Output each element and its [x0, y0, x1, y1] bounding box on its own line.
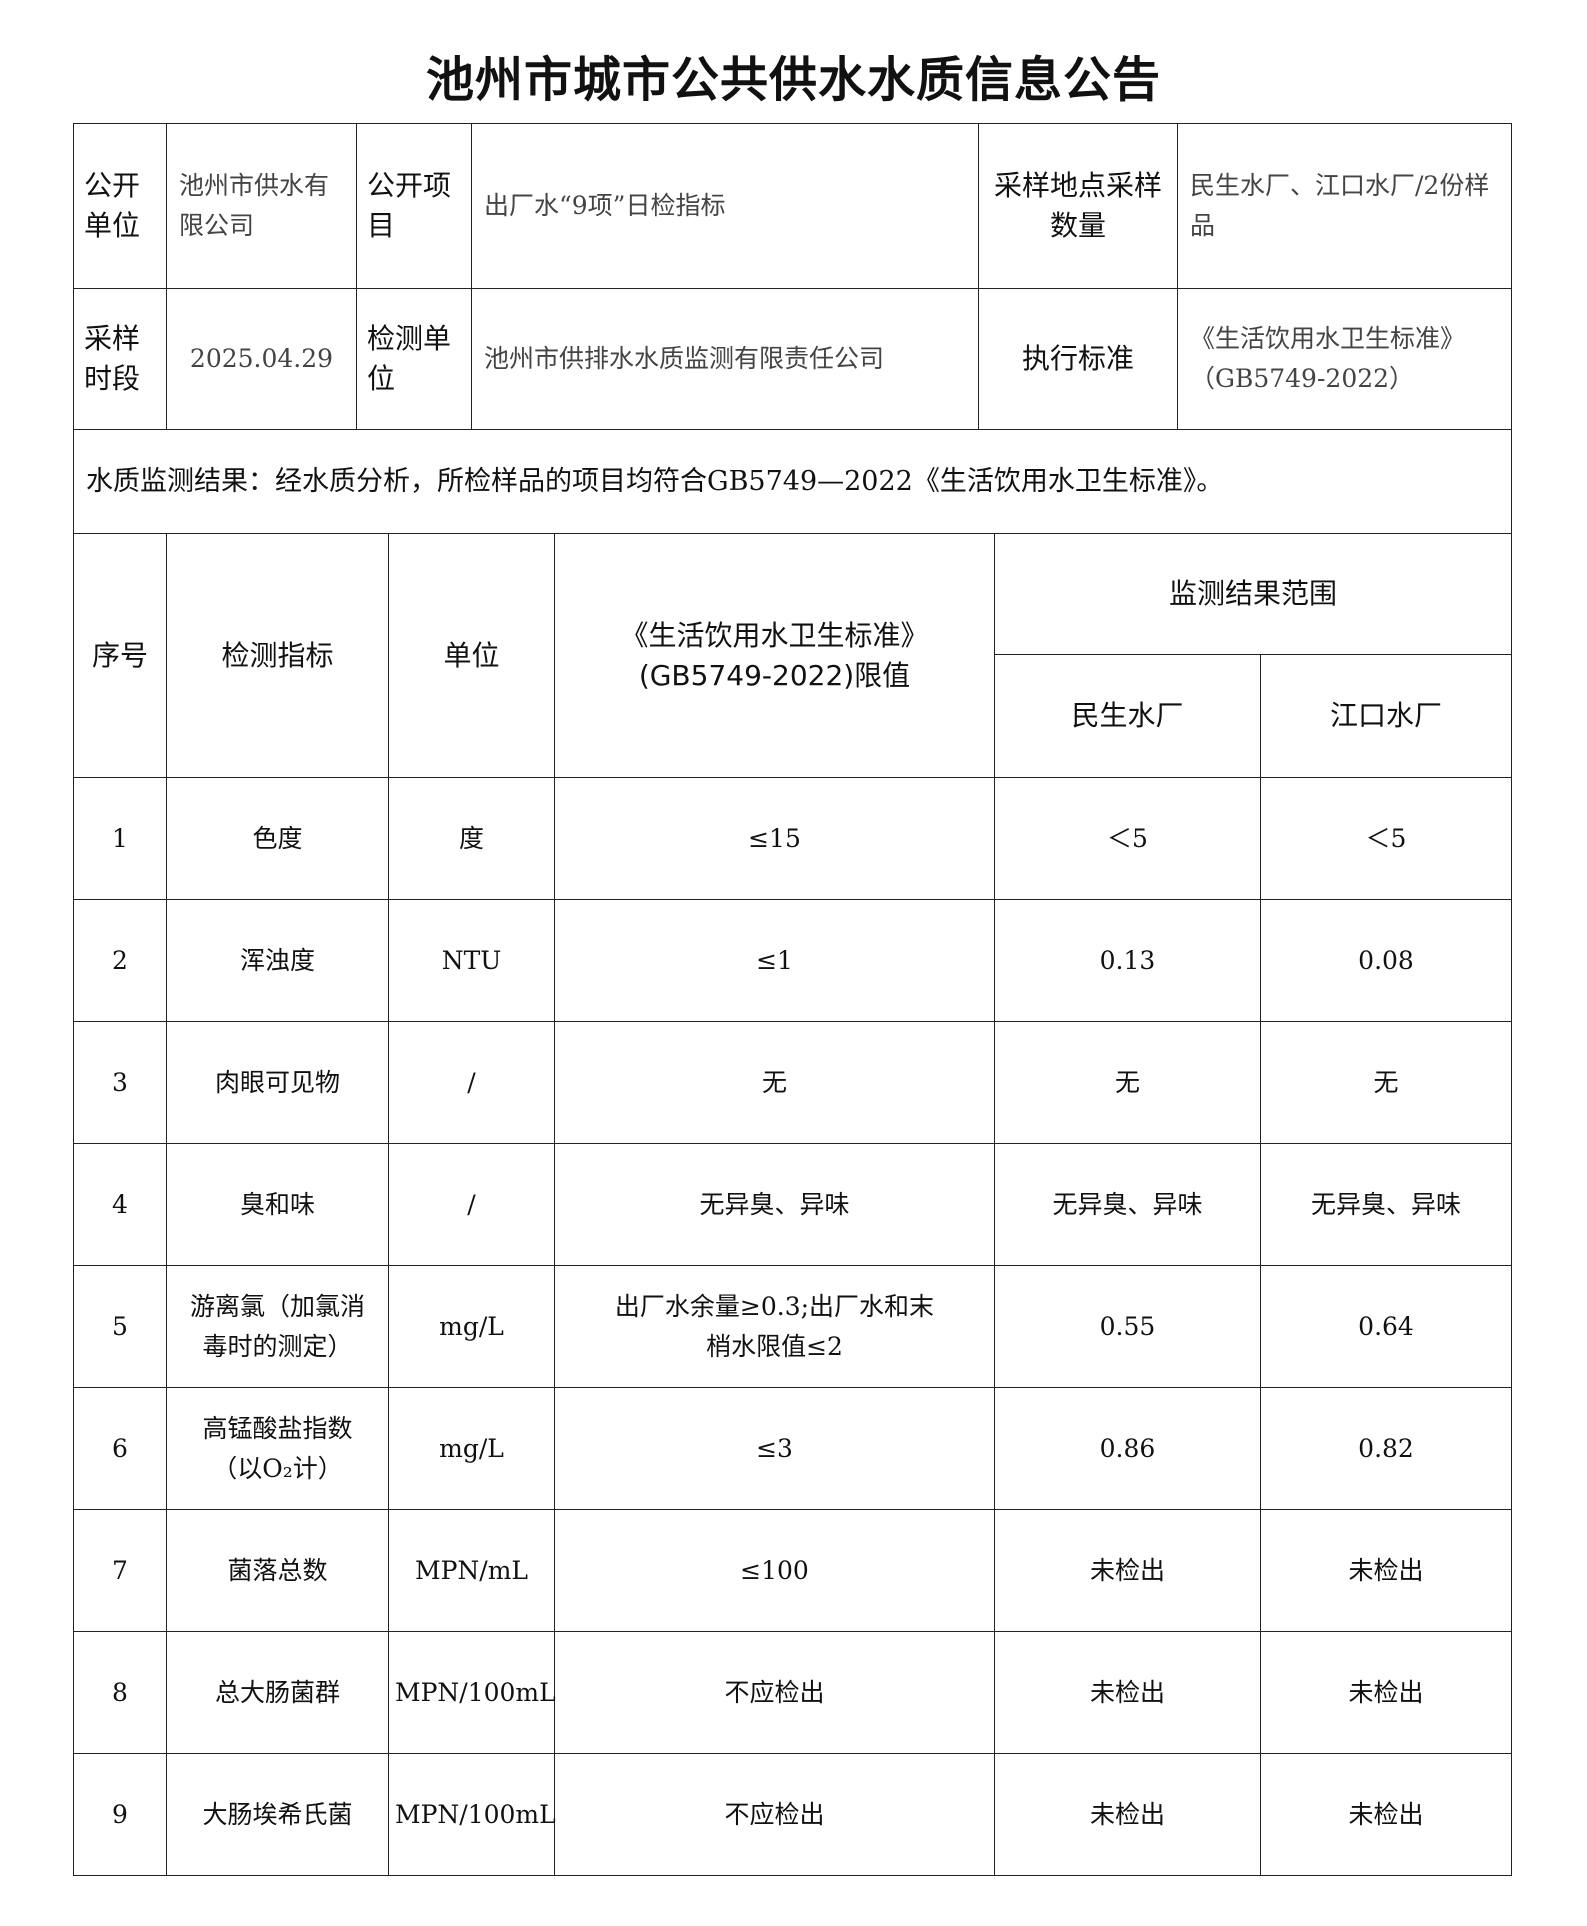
cell-no: 2 [73, 899, 167, 1022]
unit-value: 池州市供水有限公司 [166, 123, 357, 289]
table-row: 5 游离氯（加氯消毒时的测定） mg/L 出厂水余量≥0.3;出厂水和末梢水限值≤2 0… [73, 1265, 1513, 1388]
cell-indicator: 浑浊度 [166, 899, 389, 1022]
cell-indicator: 高锰酸盐指数（以O₂计） [166, 1387, 389, 1510]
header-range: 监测结果范围 [993, 533, 1513, 655]
cell-plant2: 0.64 [1259, 1265, 1513, 1388]
cell-limit: ≤15 [554, 777, 995, 900]
cell-indicator: 肉眼可见物 [166, 1021, 389, 1144]
header-indicator: 检测指标 [166, 533, 389, 778]
cell-plant2: 未检出 [1259, 1631, 1513, 1754]
period-label: 采样时段 [73, 288, 167, 430]
cell-plant1: 0.13 [994, 899, 1261, 1022]
std-value: 《生活饮用水卫生标准》（GB5749-2022） [1177, 288, 1512, 430]
cell-plant1: 0.55 [994, 1265, 1261, 1388]
cell-unit: mg/L [388, 1265, 555, 1388]
table-row: 9 大肠埃希氏菌 MPN/100mL 不应检出 未检出 未检出 [73, 1753, 1513, 1876]
header-limit: 《生活饮用水卫生标准》(GB5749-2022)限值 [554, 533, 995, 778]
cell-plant2: 0.08 [1259, 899, 1513, 1022]
table-row: 2 浑浊度 NTU ≤1 0.13 0.08 [73, 899, 1513, 1022]
cell-no: 7 [73, 1509, 167, 1632]
info-table: 公开单位 池州市供水有限公司 公开项目 出厂水“9项”日检指标 采样地点采样数量… [73, 123, 1512, 534]
cell-indicator: 总大肠菌群 [166, 1631, 389, 1754]
table-row: 4 臭和味 / 无异臭、异味 无异臭、异味 无异臭、异味 [73, 1143, 1513, 1266]
site-value: 民生水厂、江口水厂/2份样品 [1177, 123, 1512, 289]
unit-label: 公开单位 [73, 123, 167, 289]
cell-plant2: ＜5 [1259, 777, 1513, 900]
cell-unit: / [388, 1143, 555, 1266]
table-row: 3 肉眼可见物 / 无无无 [73, 1021, 1513, 1144]
cell-limit: ≤100 [554, 1509, 995, 1632]
cell-plant1: 未检出 [994, 1753, 1261, 1876]
header-plant-jiangkou: 江口水厂 [1259, 654, 1513, 778]
table-row: 1 色度度 ≤15 ＜5 ＜5 [73, 777, 1513, 900]
cell-limit: 不应检出 [554, 1631, 995, 1754]
cell-unit: NTU [388, 899, 555, 1022]
page-title: 池州市城市公共供水水质信息公告 [425, 52, 1161, 108]
cell-no: 3 [73, 1021, 167, 1144]
cell-limit: 无异臭、异味 [554, 1143, 995, 1266]
cell-unit: MPN/100mL [388, 1753, 556, 1876]
cell-no: 5 [73, 1265, 167, 1388]
cell-plant2: 无 [1259, 1021, 1513, 1144]
item-label: 公开项目 [356, 123, 472, 289]
cell-plant1: 0.86 [994, 1387, 1261, 1510]
lab-label: 检测单位 [356, 288, 472, 430]
cell-limit: 不应检出 [554, 1753, 995, 1876]
header-plant-minsheng: 民生水厂 [994, 654, 1261, 778]
item-value: 出厂水“9项”日检指标 [471, 123, 979, 289]
cell-no: 8 [73, 1631, 167, 1754]
table-row: 7 菌落总数 MPN/mL ≤100 未检出 未检出 [73, 1509, 1513, 1632]
lab-value: 池州市供排水水质监测有限责任公司 [471, 288, 979, 430]
cell-no: 4 [73, 1143, 167, 1266]
cell-indicator: 菌落总数 [166, 1509, 389, 1632]
std-label: 执行标准 [978, 288, 1178, 430]
cell-unit: / [388, 1021, 555, 1144]
cell-limit: ≤3 [554, 1387, 995, 1510]
cell-no: 6 [73, 1387, 167, 1510]
cell-no: 1 [73, 777, 167, 900]
cell-limit: 无 [554, 1021, 995, 1144]
cell-plant2: 0.82 [1259, 1387, 1513, 1510]
header-unit: 单位 [388, 533, 555, 778]
table-row: 6 高锰酸盐指数（以O₂计） mg/L ≤3 0.86 0.82 [73, 1387, 1513, 1510]
cell-unit: mg/L [388, 1387, 555, 1510]
cell-unit: 度 [388, 777, 555, 900]
cell-plant1: ＜5 [994, 777, 1261, 900]
period-value: 2025.04.29 [166, 288, 357, 430]
table-row: 8 总大肠菌群 MPN/100mL 不应检出 未检出 未检出 [73, 1631, 1513, 1754]
header-no: 序号 [73, 533, 167, 778]
cell-plant1: 无异臭、异味 [994, 1143, 1261, 1266]
site-label: 采样地点采样数量 [978, 123, 1178, 289]
cell-plant1: 未检出 [994, 1631, 1261, 1754]
cell-plant1: 无 [994, 1021, 1261, 1144]
cell-limit: ≤1 [554, 899, 995, 1022]
cell-indicator: 大肠埃希氏菌 [166, 1753, 389, 1876]
cell-plant2: 未检出 [1259, 1753, 1513, 1876]
results-table: 序号 检测指标 单位 《生活饮用水卫生标准》(GB5749-2022)限值 监测… [73, 533, 1513, 1876]
cell-unit: MPN/mL [388, 1509, 555, 1632]
cell-indicator: 色度 [166, 777, 389, 900]
cell-plant1: 未检出 [994, 1509, 1261, 1632]
result-statement: 水质监测结果：经水质分析，所检样品的项目均符合GB5749—2022《生活饮用水… [73, 429, 1512, 534]
cell-unit: MPN/100mL [388, 1631, 556, 1754]
cell-limit: 出厂水余量≥0.3;出厂水和末梢水限值≤2 [554, 1265, 995, 1388]
cell-plant2: 未检出 [1259, 1509, 1513, 1632]
cell-indicator: 臭和味 [166, 1143, 389, 1266]
cell-no: 9 [73, 1753, 167, 1876]
cell-indicator: 游离氯（加氯消毒时的测定） [166, 1265, 389, 1388]
cell-plant2: 无异臭、异味 [1259, 1143, 1513, 1266]
